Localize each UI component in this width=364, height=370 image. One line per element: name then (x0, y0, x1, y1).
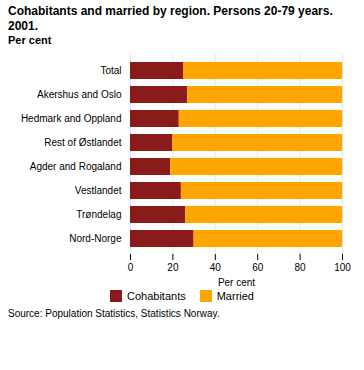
svg-text:40: 40 (210, 262, 222, 273)
html-text:Cohabitants: Cohabitants (127, 290, 186, 302)
html-text:Married: Married (216, 290, 254, 302)
svg-text:60: 60 (252, 262, 264, 273)
html-text:Per cent: Per cent (8, 34, 52, 46)
svg-text:Vestlandet: Vestlandet (75, 185, 122, 196)
svg-text:Agder and Rogaland: Agder and Rogaland (30, 161, 122, 172)
svg-text:Rest of Østlandet: Rest of Østlandet (44, 137, 121, 148)
svg-text:Per cent: Per cent (218, 277, 255, 288)
svg-text:Hedmark and Oppland: Hedmark and Oppland (21, 113, 122, 124)
svg-text:Total: Total (100, 65, 121, 76)
html-text:Source: Population Statistics,: Source: Population Statistics, Statistic… (8, 308, 220, 319)
svg-text:80: 80 (295, 262, 307, 273)
svg-text:Nord-Norge: Nord-Norge (69, 233, 122, 244)
html-text:Cohabitants and married by reg: Cohabitants and married by region. Perso… (8, 4, 333, 33)
svg-text:Trøndelag: Trøndelag (76, 209, 121, 220)
svg-text:20: 20 (167, 262, 179, 273)
svg-text:0: 0 (128, 262, 134, 273)
svg-text:Akershus and Oslo: Akershus and Oslo (37, 89, 122, 100)
svg-text:100: 100 (334, 262, 351, 273)
